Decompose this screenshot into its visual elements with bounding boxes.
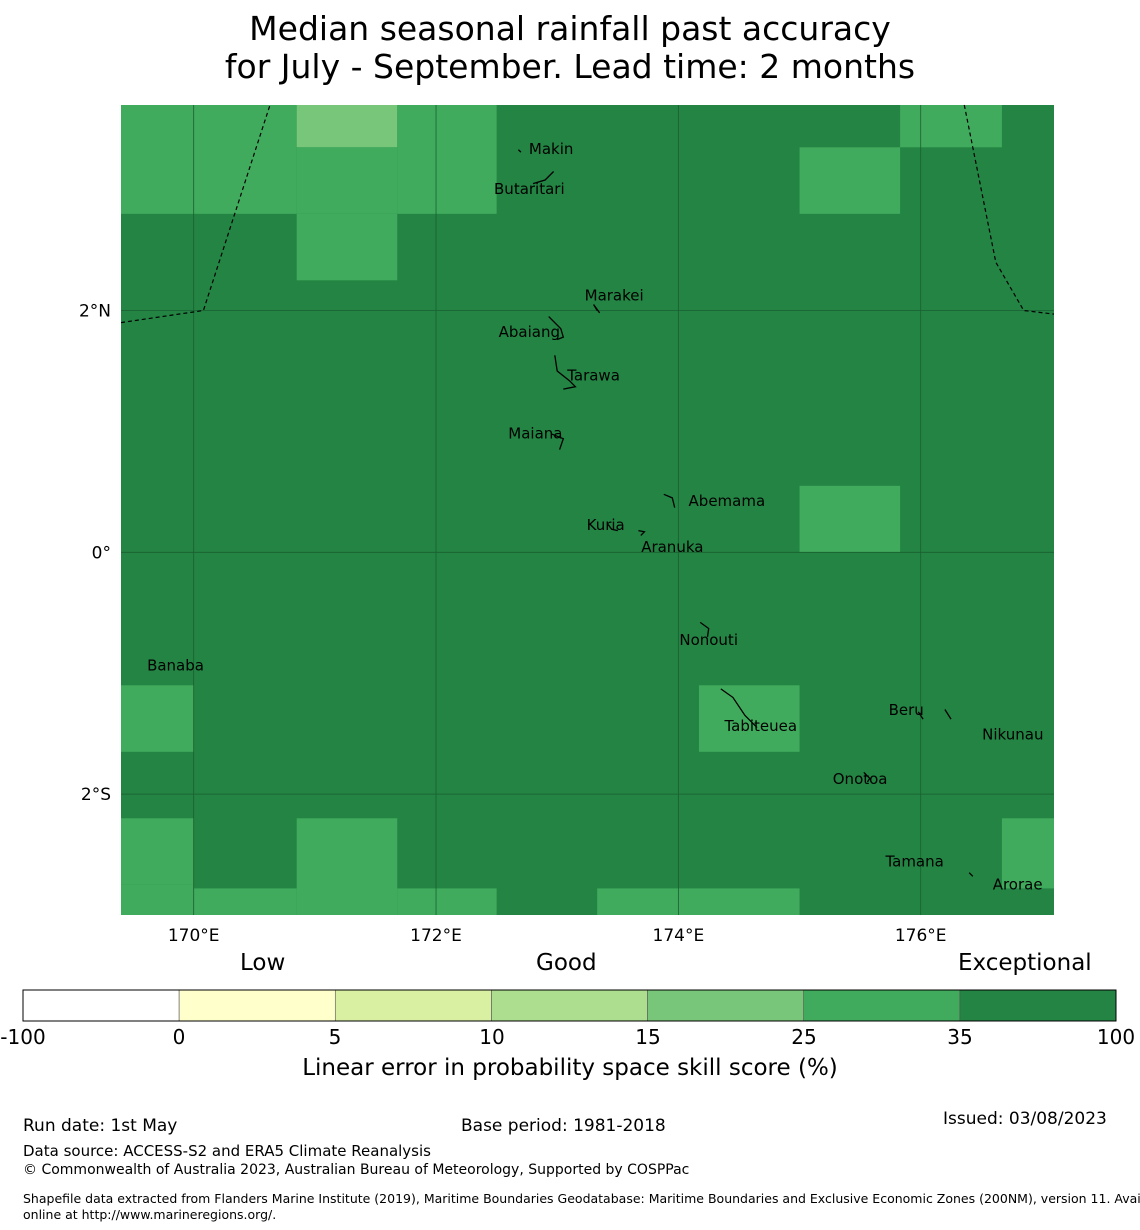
skill-cell [121, 685, 194, 752]
island-outline [917, 711, 924, 720]
lat-tick-label: 2°S [81, 785, 111, 805]
colorbar-segment [334, 989, 492, 1022]
skill-cell [799, 147, 901, 214]
island-label: Beru [889, 701, 924, 719]
colorbar-tick: 25 [791, 1025, 817, 1049]
map-background [121, 105, 1054, 915]
skill-cell [193, 105, 297, 214]
lon-tick-label: 174°E [653, 926, 705, 946]
island-label: Butaritari [494, 180, 565, 198]
lon-tick-label: 170°E [168, 926, 220, 946]
colorbar-frame [22, 989, 1117, 1022]
skill-cell [397, 888, 497, 915]
island-label: Arorae [993, 875, 1043, 893]
island-outline [663, 493, 676, 508]
colorbar-segment [178, 989, 336, 1022]
island-label: Tarawa [566, 366, 620, 384]
skill-cell [397, 105, 497, 214]
copyright: © Commonwealth of Australia 2023, Austra… [23, 1162, 690, 1178]
island-outline [699, 621, 710, 637]
shapefile-credit-line-2: online at http://www.marineregions.org/. [23, 1207, 277, 1222]
island-outline [548, 316, 565, 341]
base-period: Base period: 1981-2018 [461, 1116, 666, 1136]
skill-cell [121, 818, 194, 885]
island-label: Aranuka [641, 538, 703, 556]
run-date: Run date: 1st May [23, 1116, 178, 1136]
island-label: Nikunau [982, 725, 1043, 743]
island-label: Marakei [585, 287, 644, 305]
chart-title: Median seasonal rainfall past accuracy f… [0, 10, 1140, 86]
skill-cell [597, 888, 800, 915]
island-label: Kuria [587, 516, 625, 534]
island-outline [550, 433, 565, 450]
island-label: Tabiteuea [723, 717, 797, 735]
data-source: Data source: ACCESS-S2 and ERA5 Climate … [23, 1142, 431, 1160]
lon-tick-label: 172°E [410, 926, 462, 946]
colorbar-tick: 35 [947, 1025, 973, 1049]
skill-cell [296, 213, 398, 281]
island-label: Abaiang [499, 323, 560, 341]
colorbar-label: Linear error in probability space skill … [302, 1055, 838, 1081]
colorbar-tick: 15 [635, 1025, 661, 1049]
eez-boundary-west [120, 104, 271, 324]
skill-cell [296, 818, 398, 915]
colorbar-tick: 5 [328, 1025, 342, 1049]
colorbar-tick: -100 [0, 1025, 46, 1049]
skill-cell [121, 884, 194, 915]
colorbar-segment [959, 989, 1117, 1022]
island-label: Nonouti [679, 631, 738, 649]
colorbar-segment [22, 989, 180, 1022]
lat-tick-label: 2°N [79, 302, 111, 322]
island-label: Maiana [508, 424, 562, 442]
colorbar-tick: 10 [479, 1025, 505, 1049]
eez-boundary-east [963, 104, 1055, 315]
shapefile-credit-line-1: Shapefile data extracted from Flanders M… [23, 1191, 1140, 1206]
island-outline [517, 149, 522, 153]
skill-cell [698, 685, 800, 752]
title-line-2: for July - September. Lead time: 2 month… [224, 47, 916, 86]
title-line-1: Median seasonal rainfall past accuracy [249, 9, 891, 48]
island-outline [968, 872, 974, 877]
island-outline [863, 771, 871, 783]
island-outline [944, 709, 952, 720]
island-label: Makin [529, 140, 574, 158]
skill-cell [799, 485, 901, 553]
category-exceptional: Exceptional [958, 950, 1092, 976]
skill-cell [296, 147, 398, 214]
colorbar-segment [803, 989, 961, 1022]
island-outline [532, 171, 555, 185]
colorbar-tick: 100 [1096, 1025, 1136, 1049]
island-label: Tamana [884, 852, 943, 870]
category-good: Good [536, 950, 597, 976]
island-outline [607, 524, 618, 532]
lat-tick-label: 0° [92, 543, 111, 563]
colorbar-segment [647, 989, 805, 1022]
island-outline [554, 355, 577, 390]
category-low: Low [240, 950, 286, 976]
island-outline [720, 688, 758, 729]
island-label: Banaba [147, 656, 204, 674]
colorbar-tick: 0 [172, 1025, 186, 1049]
lon-tick-label: 176°E [895, 926, 947, 946]
skill-map: Makin Butaritari Marakei Abaiang Tarawa Maian… [22, 104, 1117, 1022]
island-label: Abemama [689, 492, 766, 510]
island-outline [638, 529, 646, 536]
skill-cell [193, 888, 297, 915]
skill-cell [121, 105, 194, 214]
skill-cell [296, 105, 398, 148]
skill-cell [900, 105, 1002, 148]
skill-cell [1001, 818, 1054, 889]
issued-date: Issued: 03/08/2023 [943, 1109, 1107, 1129]
island-outline [593, 304, 601, 314]
island-label: Onotoa [833, 770, 888, 788]
colorbar-segment [491, 989, 648, 1022]
